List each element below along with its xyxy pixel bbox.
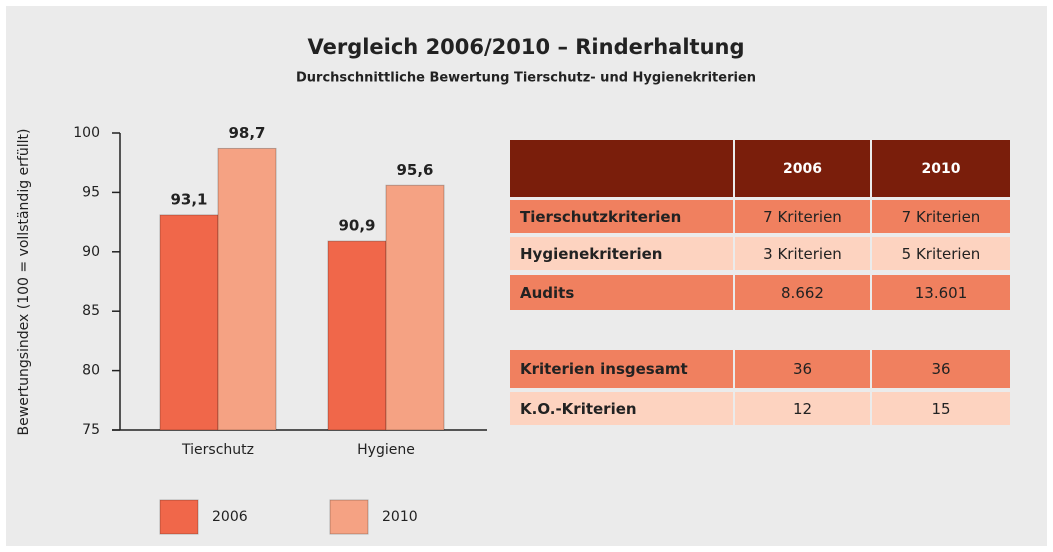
table-cell: 13.601: [872, 275, 1010, 310]
y-tick-label: 75: [82, 422, 100, 438]
table-cell: 5 Kriterien: [872, 237, 1010, 270]
value-label: 93,1: [170, 190, 207, 208]
table-cell: 36: [872, 350, 1010, 388]
legend-label: 2010: [382, 509, 418, 525]
legend-label: 2006: [212, 509, 248, 525]
y-tick-label: 95: [82, 184, 100, 200]
bar: [385, 184, 445, 431]
x-tick-label: Hygiene: [357, 442, 415, 458]
bar: [159, 214, 219, 431]
y-tick-label: 90: [82, 244, 100, 260]
y-tick-label: 80: [82, 363, 100, 379]
header-corner: [510, 140, 733, 197]
table-cell: K.O.-Kriterien: [510, 392, 733, 425]
chart-title: Vergleich 2006/2010 – Rinderhaltung: [307, 35, 744, 59]
table-cell: Hygienekriterien: [510, 237, 733, 270]
table-cell: 15: [872, 392, 1010, 425]
table-cell: Tierschutzkriterien: [510, 200, 733, 233]
chart-subtitle: Durchschnittliche Bewertung Tierschutz- …: [296, 71, 756, 86]
legend-swatch: [159, 499, 199, 535]
legend-swatch: [329, 499, 369, 535]
column-header: 2006: [735, 140, 870, 197]
x-tick-label: Tierschutz: [181, 442, 254, 458]
table-cell: 7 Kriterien: [872, 200, 1010, 233]
table-cell: 8.662: [735, 275, 870, 310]
bar: [327, 240, 387, 431]
value-label: 98,7: [228, 124, 265, 142]
table-cell: Audits: [510, 275, 733, 310]
bar: [217, 147, 277, 431]
table-cell: 36: [735, 350, 870, 388]
y-axis-label: Bewertungsindex (100 = vollständig erfül…: [16, 129, 32, 436]
table-cell: 7 Kriterien: [735, 200, 870, 233]
y-tick-label: 85: [82, 303, 100, 319]
table-cell: 3 Kriterien: [735, 237, 870, 270]
table-cell: Kriterien insgesamt: [510, 350, 733, 388]
table-cell: 12: [735, 392, 870, 425]
value-label: 95,6: [396, 161, 433, 179]
value-label: 90,9: [338, 217, 375, 235]
column-header: 2010: [872, 140, 1010, 197]
y-tick-label: 100: [73, 125, 100, 141]
